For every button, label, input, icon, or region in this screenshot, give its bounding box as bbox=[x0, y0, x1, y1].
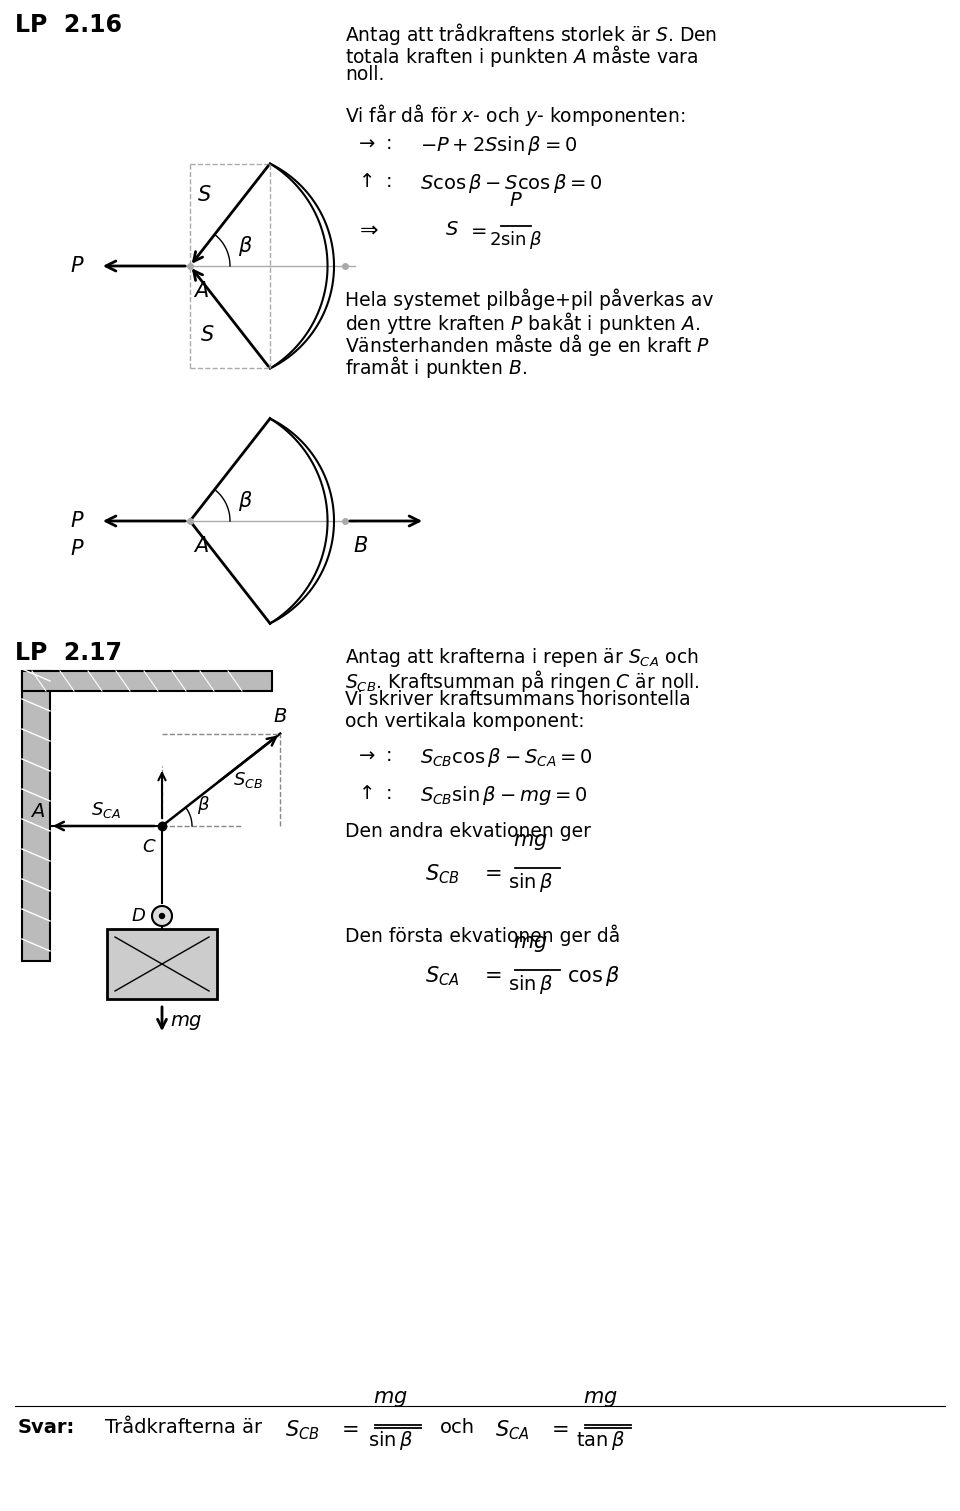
Text: $=$: $=$ bbox=[337, 1417, 358, 1438]
Text: $S_{CB}\sin\beta - mg = 0$: $S_{CB}\sin\beta - mg = 0$ bbox=[420, 784, 588, 807]
Text: $mg$: $mg$ bbox=[513, 934, 547, 953]
Text: $\sin\beta$: $\sin\beta$ bbox=[368, 1429, 413, 1452]
Text: $S_{CA}$: $S_{CA}$ bbox=[425, 964, 460, 988]
Text: $S\cos\beta - S\cos\beta = 0$: $S\cos\beta - S\cos\beta = 0$ bbox=[420, 172, 603, 195]
Text: Antag att krafterna i repen är $S_{CA}$ och: Antag att krafterna i repen är $S_{CA}$ … bbox=[345, 647, 699, 669]
Text: $mg$: $mg$ bbox=[513, 833, 547, 852]
Text: totala kraften i punkten $A$ måste vara: totala kraften i punkten $A$ måste vara bbox=[345, 42, 698, 70]
Text: Svar:: Svar: bbox=[18, 1417, 75, 1437]
Text: $\beta$: $\beta$ bbox=[238, 234, 252, 258]
Text: Den första ekvationen ger då: Den första ekvationen ger då bbox=[345, 925, 620, 946]
Text: $\tan\beta$: $\tan\beta$ bbox=[575, 1429, 625, 1452]
Text: $S_{CB}\cos\beta - S_{CA} = 0$: $S_{CB}\cos\beta - S_{CA} = 0$ bbox=[420, 746, 593, 769]
Text: Trådkrafterna är: Trådkrafterna är bbox=[105, 1417, 262, 1437]
Text: $mg$: $mg$ bbox=[170, 1012, 203, 1032]
Text: $=$: $=$ bbox=[547, 1417, 568, 1438]
Text: $\Rightarrow$: $\Rightarrow$ bbox=[355, 221, 379, 240]
Text: den yttre kraften $P$ bakåt i punkten $A$.: den yttre kraften $P$ bakåt i punkten $A… bbox=[345, 310, 700, 335]
Text: $-P + 2S\sin\beta = 0$: $-P + 2S\sin\beta = 0$ bbox=[420, 134, 577, 157]
Text: $S_{CA}$: $S_{CA}$ bbox=[91, 799, 121, 820]
Text: $S_{CA}$: $S_{CA}$ bbox=[495, 1417, 530, 1441]
Text: $B$: $B$ bbox=[273, 707, 287, 725]
Text: $\sin\beta$: $\sin\beta$ bbox=[508, 973, 552, 996]
Text: $\rightarrow$ :: $\rightarrow$ : bbox=[355, 134, 392, 153]
Text: $S_{CB}$: $S_{CB}$ bbox=[285, 1417, 320, 1441]
Bar bbox=[22, 671, 272, 691]
Text: $\uparrow$ :: $\uparrow$ : bbox=[355, 784, 392, 802]
Text: noll.: noll. bbox=[345, 65, 384, 85]
Text: $S$: $S$ bbox=[445, 221, 459, 239]
Text: $mg$: $mg$ bbox=[583, 1389, 617, 1408]
Text: $A$: $A$ bbox=[193, 281, 209, 301]
Circle shape bbox=[159, 914, 164, 919]
Text: $D$: $D$ bbox=[131, 907, 146, 925]
Text: framåt i punkten $B$.: framåt i punkten $B$. bbox=[345, 354, 527, 379]
Text: Vänsterhanden måste då ge en kraft $P$: Vänsterhanden måste då ge en kraft $P$ bbox=[345, 332, 709, 358]
Text: och: och bbox=[440, 1417, 475, 1437]
Text: $S$: $S$ bbox=[201, 325, 215, 345]
Text: $\uparrow$ :: $\uparrow$ : bbox=[355, 172, 392, 190]
Text: $S_{CB}$: $S_{CB}$ bbox=[425, 861, 460, 885]
Bar bbox=[22, 671, 50, 961]
Text: $\rightarrow$ :: $\rightarrow$ : bbox=[355, 746, 392, 765]
Text: $=$: $=$ bbox=[480, 861, 501, 882]
Text: Vi skriver kraftsummans horisontella: Vi skriver kraftsummans horisontella bbox=[345, 691, 690, 709]
Text: $P$: $P$ bbox=[70, 255, 85, 277]
Text: $\sin\beta$: $\sin\beta$ bbox=[508, 870, 552, 895]
Text: Den andra ekvationen ger: Den andra ekvationen ger bbox=[345, 822, 591, 842]
Text: $2\sin\beta$: $2\sin\beta$ bbox=[490, 230, 542, 251]
Text: $=$: $=$ bbox=[480, 964, 501, 984]
Text: $P$: $P$ bbox=[509, 190, 523, 210]
Text: $B$: $B$ bbox=[353, 536, 368, 556]
Text: $S_{CB}$: $S_{CB}$ bbox=[233, 769, 263, 790]
Text: Hela systemet pilbåge+pil påverkas av: Hela systemet pilbåge+pil påverkas av bbox=[345, 289, 713, 310]
Circle shape bbox=[152, 907, 172, 926]
Text: $S$: $S$ bbox=[198, 184, 212, 205]
Text: $\cos\beta$: $\cos\beta$ bbox=[567, 964, 620, 988]
Text: $mg$: $mg$ bbox=[372, 1389, 407, 1408]
Text: $A$: $A$ bbox=[30, 802, 45, 820]
Text: LP  2.16: LP 2.16 bbox=[15, 14, 122, 36]
Text: Vi får då för $x$- och $y$- komponenten:: Vi får då för $x$- och $y$- komponenten: bbox=[345, 103, 685, 128]
Text: LP  2.17: LP 2.17 bbox=[15, 641, 122, 665]
Text: $=$: $=$ bbox=[467, 221, 487, 239]
Text: Antag att trådkraftens storlek är $S$. Den: Antag att trådkraftens storlek är $S$. D… bbox=[345, 21, 717, 47]
Text: och vertikala komponent:: och vertikala komponent: bbox=[345, 712, 585, 731]
Text: $P$: $P$ bbox=[70, 511, 85, 530]
Text: $C$: $C$ bbox=[142, 839, 157, 857]
Text: $S_{CB}$. Kraftsumman på ringen $C$ är noll.: $S_{CB}$. Kraftsumman på ringen $C$ är n… bbox=[345, 668, 700, 694]
Text: $A$: $A$ bbox=[193, 536, 209, 556]
Text: $\beta$: $\beta$ bbox=[197, 793, 210, 816]
Text: $\beta$: $\beta$ bbox=[238, 490, 252, 514]
Bar bbox=[107, 929, 217, 999]
Text: $P$: $P$ bbox=[70, 539, 85, 559]
